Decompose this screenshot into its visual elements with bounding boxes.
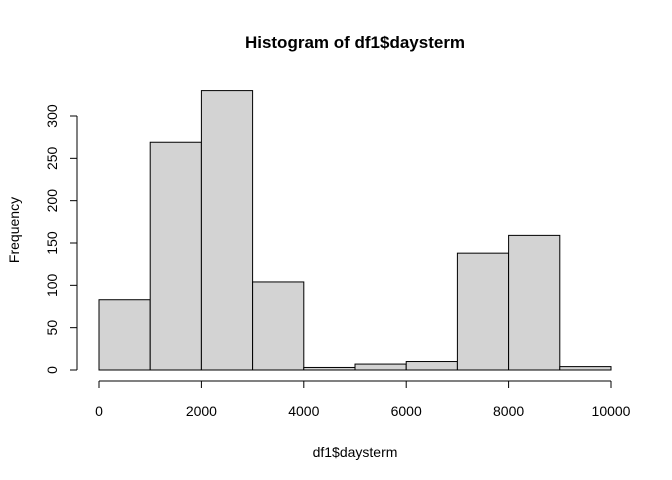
chart-title: Histogram of df1$daysterm (245, 33, 465, 52)
y-tick-label-6: 300 (44, 104, 60, 128)
histogram-bar-5 (354, 363, 407, 371)
histogram-bar-3 (252, 281, 305, 371)
y-tick-label-3: 150 (44, 231, 60, 255)
y-axis: 0 50 100 150 200 250 300 (44, 104, 78, 374)
histogram-bar-7 (456, 252, 510, 371)
histogram-bar-2 (200, 90, 254, 371)
y-tick-label-2: 100 (44, 273, 60, 297)
x-tick-label-1: 2000 (186, 403, 217, 419)
x-tick-label-5: 10000 (592, 403, 631, 419)
x-axis: 0 2000 4000 6000 8000 10000 (95, 380, 631, 419)
y-tick-label-1: 50 (44, 320, 60, 336)
x-tick-label-2: 4000 (288, 403, 319, 419)
x-tick-label-0: 0 (95, 403, 103, 419)
histogram-bar-9 (559, 366, 612, 371)
histogram-bar-4 (303, 366, 356, 371)
y-tick-label-0: 0 (44, 366, 60, 374)
histogram-bar-8 (508, 234, 561, 371)
y-axis-label: Frequency (6, 197, 22, 263)
histogram-bar-0 (98, 299, 151, 371)
histogram-bar-1 (149, 141, 202, 371)
histogram-bar-6 (405, 361, 458, 371)
y-tick-label-4: 200 (44, 189, 60, 213)
x-tick-label-3: 6000 (391, 403, 422, 419)
bars-group (98, 90, 612, 371)
x-axis-label: df1$daysterm (313, 444, 398, 460)
y-tick-label-5: 250 (44, 146, 60, 170)
x-tick-label-4: 8000 (493, 403, 524, 419)
